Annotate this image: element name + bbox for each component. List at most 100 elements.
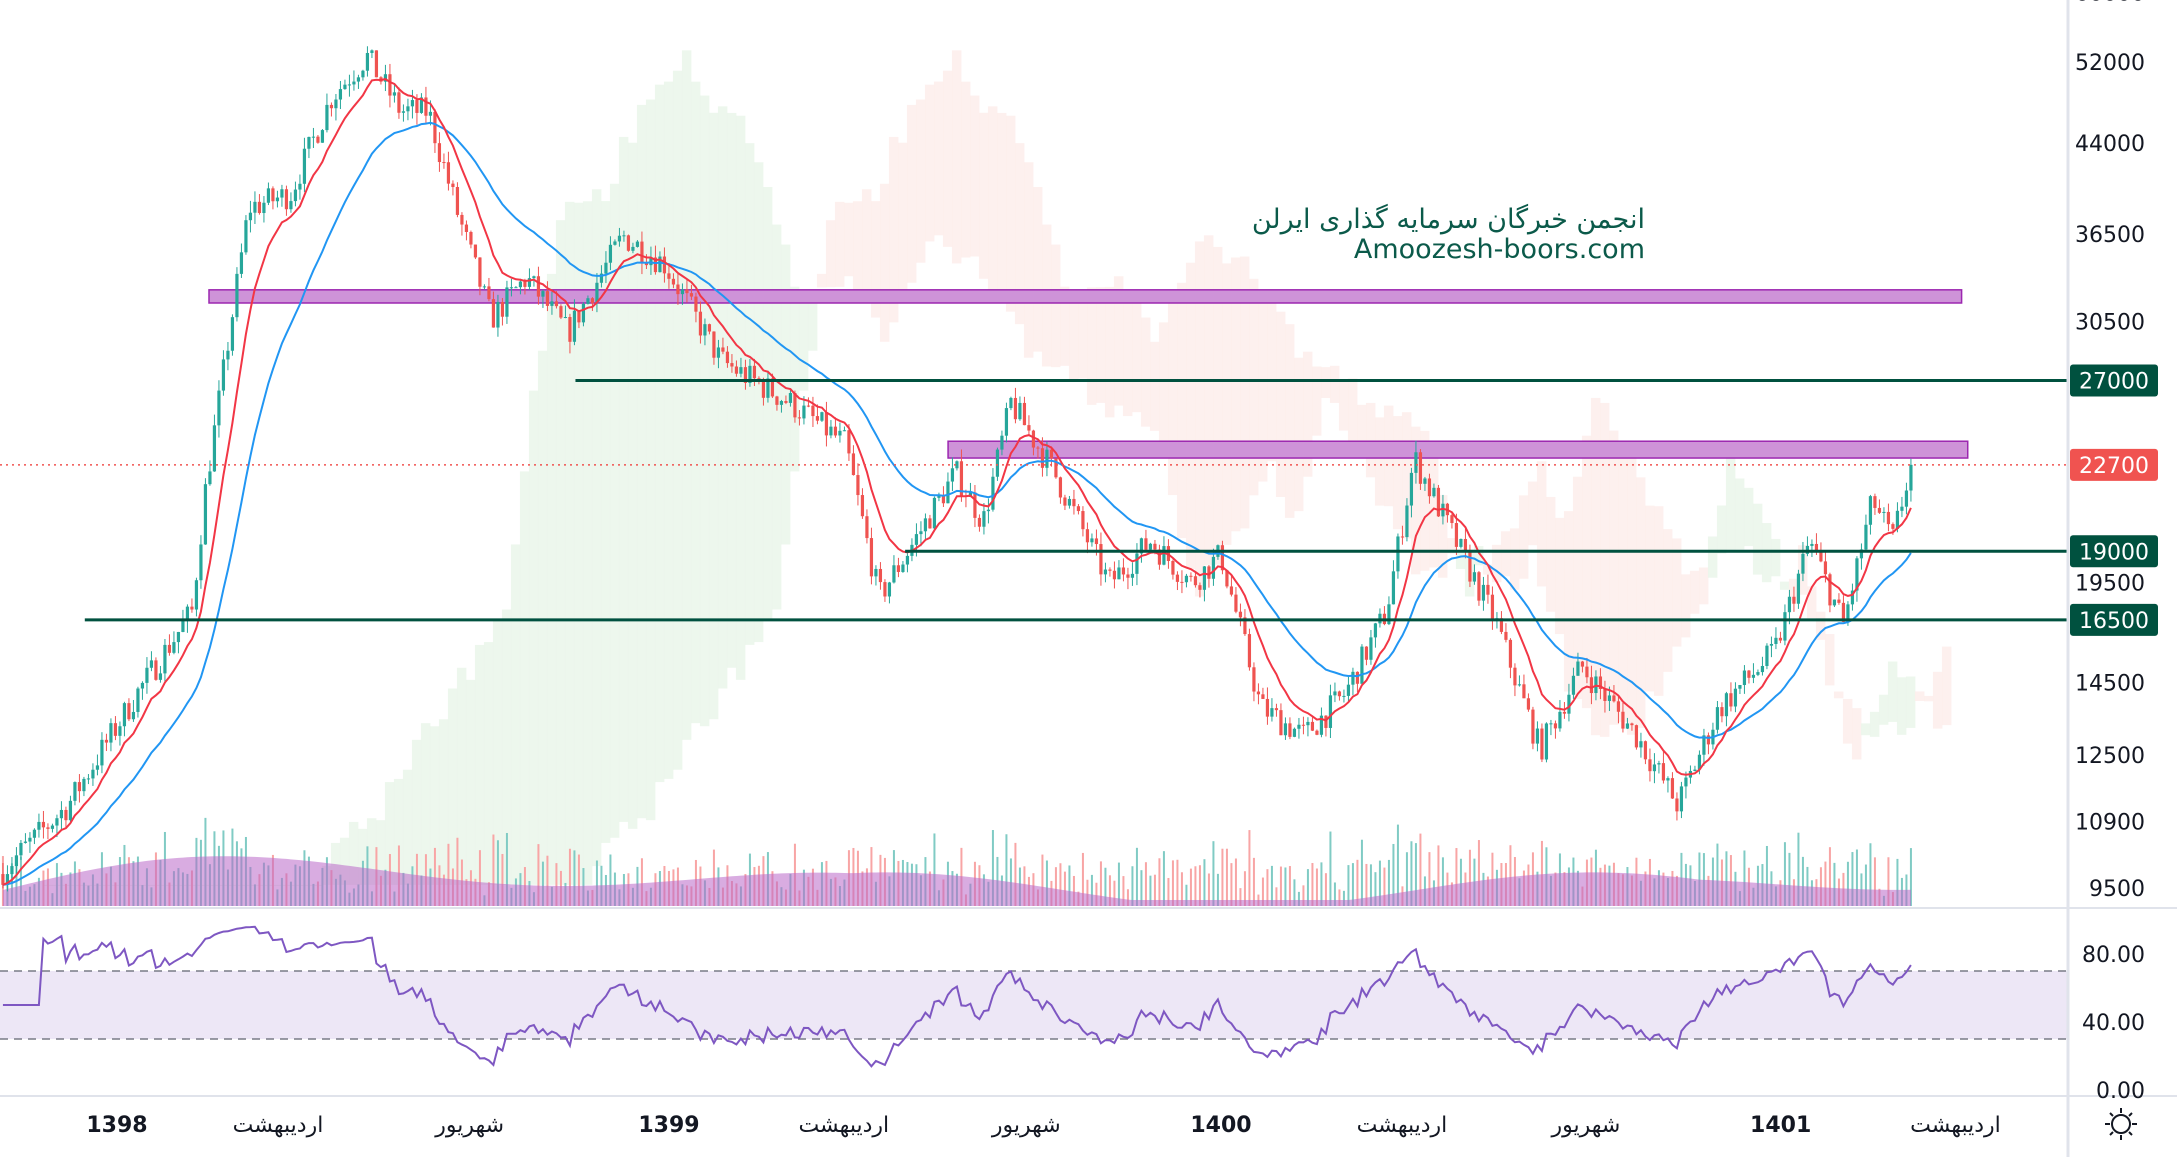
candle-body bbox=[1742, 670, 1747, 686]
watermark-persian: انجمن خبرگان سرمایه گذاری ایرلن bbox=[1251, 204, 1645, 235]
cloud-segment bbox=[1248, 278, 1259, 496]
price-axis[interactable]: 60000 52000 44000 36500 30500 19500 14500 12500… bbox=[2070, 0, 2158, 1104]
cloud-segment bbox=[645, 99, 656, 821]
candle-body bbox=[1153, 543, 1157, 550]
cloud-segment bbox=[1518, 495, 1529, 579]
cloud-segment bbox=[753, 162, 764, 643]
candle-body bbox=[1355, 671, 1360, 684]
candle-body bbox=[1036, 447, 1040, 449]
candle-body bbox=[428, 111, 433, 116]
level-27000-label: 27000 bbox=[2079, 370, 2149, 395]
candle-body bbox=[905, 555, 910, 565]
candle-body bbox=[1270, 708, 1274, 717]
volume-bar bbox=[546, 855, 549, 906]
candle-body bbox=[1364, 646, 1369, 660]
candle-body bbox=[482, 286, 487, 288]
candle-body bbox=[5, 874, 10, 885]
price-tick-label: 10900 bbox=[2075, 810, 2145, 835]
candle-body bbox=[334, 99, 338, 109]
candle-body bbox=[550, 301, 554, 306]
candle-body bbox=[995, 449, 1000, 477]
candle-body bbox=[176, 631, 181, 643]
candle-body bbox=[1634, 725, 1639, 748]
candle-body bbox=[1882, 511, 1886, 513]
settings-gear-icon[interactable] bbox=[2105, 1108, 2137, 1140]
candle-body bbox=[887, 582, 892, 597]
candle-body bbox=[721, 347, 725, 352]
candle-body bbox=[1054, 458, 1058, 478]
volume-bar bbox=[1369, 864, 1372, 906]
volume-bar bbox=[1207, 873, 1210, 906]
volume-bar bbox=[1113, 880, 1116, 906]
candle-body bbox=[1328, 695, 1333, 728]
candle-body bbox=[1171, 561, 1175, 575]
volume-bar bbox=[1275, 887, 1278, 906]
candle-body bbox=[1765, 645, 1769, 666]
candle-body bbox=[1724, 693, 1729, 717]
rsi-tick-label: 40.00 bbox=[2082, 1011, 2145, 1036]
volume-bar bbox=[1896, 858, 1899, 906]
candle-body bbox=[622, 235, 626, 237]
candle-body bbox=[1126, 574, 1130, 578]
candle-body bbox=[410, 100, 415, 107]
candle-body bbox=[752, 365, 757, 379]
candle-body bbox=[1283, 723, 1288, 736]
candle-body bbox=[131, 711, 136, 720]
cloud-segment bbox=[663, 81, 674, 779]
price-tick-label: 14500 bbox=[2075, 672, 2145, 697]
candle-body bbox=[275, 197, 280, 202]
volume-bar bbox=[1540, 840, 1543, 906]
candle-body bbox=[199, 544, 203, 581]
candle-body bbox=[901, 564, 905, 572]
candle-body bbox=[554, 301, 559, 307]
cloud-segment bbox=[1545, 496, 1556, 612]
cloud-segment bbox=[1698, 567, 1709, 605]
cloud-segment bbox=[825, 220, 836, 288]
candle-body bbox=[1832, 599, 1837, 606]
cloud-segment bbox=[1941, 646, 1952, 726]
candle-body bbox=[1639, 741, 1643, 748]
cloud-segment bbox=[708, 112, 719, 720]
candle-body bbox=[433, 111, 437, 144]
volume-bar bbox=[1387, 859, 1390, 906]
candle-body bbox=[959, 461, 964, 497]
candle-body bbox=[478, 257, 482, 287]
cloud-segment bbox=[1581, 435, 1592, 709]
candle-body bbox=[190, 606, 194, 610]
candle-body bbox=[266, 188, 271, 203]
volume-bar bbox=[1873, 857, 1876, 906]
time-tick-label: اردیبهشت bbox=[798, 1113, 889, 1138]
rsi-band bbox=[0, 971, 2068, 1039]
volume-bar bbox=[1198, 865, 1201, 906]
candle-body bbox=[1729, 693, 1733, 707]
volume-bar bbox=[1405, 852, 1408, 906]
candle-body bbox=[775, 396, 779, 405]
candle-body bbox=[838, 430, 842, 436]
volume-bar bbox=[1005, 834, 1008, 906]
candle-body bbox=[1585, 666, 1589, 678]
volume-bar bbox=[1455, 848, 1458, 906]
cloud-segment bbox=[1455, 549, 1466, 569]
volume-bar bbox=[1315, 868, 1318, 906]
candle-body bbox=[1850, 590, 1855, 605]
volume-bar bbox=[1108, 875, 1111, 906]
cloud-segment bbox=[1932, 671, 1943, 729]
time-axis[interactable]: 1398 اردیبهشت شهریور 1399 اردیبهشت شهریور 1400… bbox=[86, 1113, 2000, 1138]
cloud-segment bbox=[1599, 402, 1610, 737]
candle-body bbox=[1864, 524, 1868, 550]
cloud-segment bbox=[870, 201, 881, 318]
volume-bar bbox=[1378, 860, 1381, 906]
level-19000-label: 19000 bbox=[2079, 540, 2149, 565]
candle-body bbox=[1558, 711, 1562, 729]
candle-body bbox=[347, 84, 352, 86]
volume-bar bbox=[1063, 871, 1066, 906]
volume-bar bbox=[640, 858, 643, 906]
cloud-segment bbox=[618, 136, 629, 822]
candle-body bbox=[185, 606, 190, 621]
volume-bar bbox=[1158, 858, 1161, 906]
time-tick-label: 1401 bbox=[1750, 1113, 1811, 1138]
volume-bar bbox=[1149, 875, 1152, 906]
candle-body bbox=[86, 778, 91, 780]
cloud-segment bbox=[1428, 453, 1439, 568]
